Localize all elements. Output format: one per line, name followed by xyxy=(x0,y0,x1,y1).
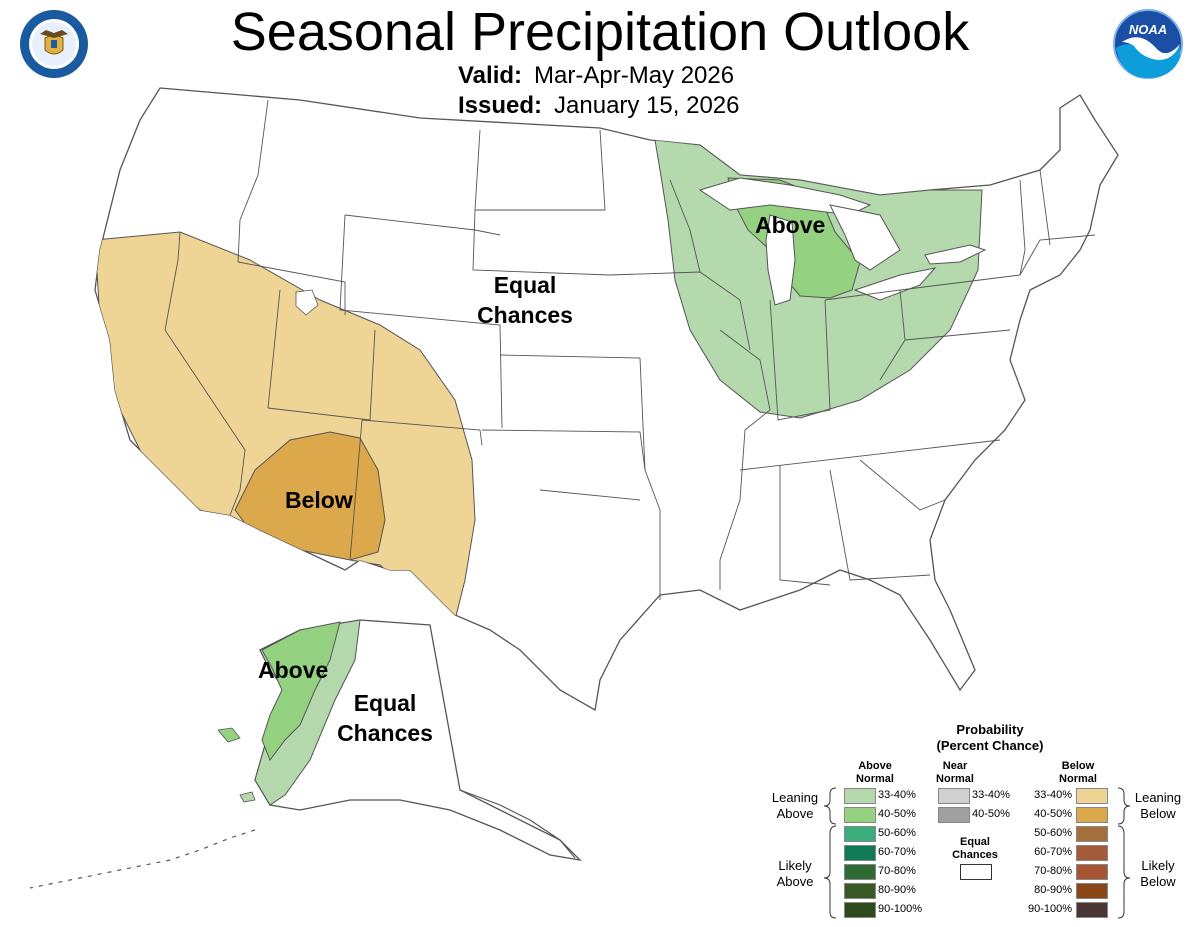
leaning-below-label: Leaning Below xyxy=(1128,790,1188,822)
below-swatch-label: 60-70% xyxy=(1034,846,1072,858)
lake-ontario xyxy=(924,244,987,265)
below-swatch xyxy=(1076,864,1108,880)
label-below-sw: Below xyxy=(285,487,353,513)
above-swatch xyxy=(844,902,876,918)
above-header-2: Normal xyxy=(856,773,894,785)
below-swatch xyxy=(1076,902,1108,918)
alaska-above-strong xyxy=(261,621,341,762)
svg-text:NOAA: NOAA xyxy=(1129,22,1167,37)
below-swatch-label: 80-90% xyxy=(1034,884,1072,896)
leaning-above-2: Above xyxy=(776,806,814,821)
below-normal-header: Below Normal xyxy=(1043,760,1113,786)
below-swatch-label: 50-60% xyxy=(1034,827,1072,839)
likely-above-1: Likely xyxy=(778,858,812,873)
great-salt-lake xyxy=(295,289,319,316)
above-swatch-label: 40-50% xyxy=(878,808,916,820)
above-swatch-label: 80-90% xyxy=(878,884,916,896)
above-swatch xyxy=(844,807,876,823)
above-swatch xyxy=(844,883,876,899)
legend-braces xyxy=(823,787,1131,919)
lake-superior xyxy=(698,177,872,216)
above-swatch-label: 60-70% xyxy=(878,846,916,858)
leaning-below-1: Leaning xyxy=(1134,790,1182,805)
legend-title-line2: (Percent Chance) xyxy=(936,738,1044,753)
state-borders xyxy=(164,99,1096,600)
likely-below-label: Likely Below xyxy=(1128,858,1188,890)
map-title: Seasonal Precipitation Outlook xyxy=(230,2,970,62)
below-swatch xyxy=(1076,788,1108,804)
alaska-island-2 xyxy=(239,791,256,803)
legend-title-line1: Probability xyxy=(956,722,1024,737)
lake-erie xyxy=(853,267,937,301)
alaska-island xyxy=(217,727,241,743)
issued-line: Issued: January 15, 2026 xyxy=(458,92,740,120)
below-swatch-label: 70-80% xyxy=(1034,865,1072,877)
label-equal-chances-conus: Equal Chances xyxy=(477,272,573,328)
likely-below-2: Below xyxy=(1140,874,1176,889)
below-swatch xyxy=(1076,845,1108,861)
below-swatch-label: 90-100% xyxy=(1027,903,1072,915)
likely-above-2: Above xyxy=(776,874,814,889)
equal-chances-swatch xyxy=(960,864,992,880)
issued-value: January 15, 2026 xyxy=(554,92,740,119)
issued-label: Issued: xyxy=(458,92,543,119)
above-swatch-label: 50-60% xyxy=(878,827,916,839)
valid-line: Valid: Mar-Apr-May 2026 xyxy=(458,62,734,90)
above-swatch xyxy=(844,845,876,861)
near-swatch-label: 40-50% xyxy=(972,808,1010,820)
alaska-panhandle xyxy=(459,789,576,859)
near-swatch xyxy=(938,788,970,804)
below-header-1: Below xyxy=(1061,760,1095,772)
above-swatch-label: 90-100% xyxy=(878,903,923,915)
label-above-alaska: Above xyxy=(258,657,329,683)
equal-1: Equal xyxy=(960,836,990,848)
above-header-1: Above xyxy=(858,760,892,772)
valid-value: Mar-Apr-May 2026 xyxy=(534,62,735,89)
above-normal-header: Above Normal xyxy=(840,760,910,786)
below-swatch-label: 40-50% xyxy=(1034,808,1072,820)
near-header-2: Normal xyxy=(936,773,974,785)
aleutian-chain xyxy=(29,829,256,889)
equal-2: Chances xyxy=(952,849,998,861)
lake-huron xyxy=(829,204,901,271)
below-header-2: Normal xyxy=(1059,773,1097,785)
leaning-above-label: Leaning Above xyxy=(768,790,822,822)
probability-legend: Probability (Percent Chance) Above Norma… xyxy=(760,722,1200,927)
leaning-above-1: Leaning xyxy=(771,790,819,805)
above-swatch xyxy=(844,864,876,880)
lake-michigan xyxy=(765,214,796,306)
near-swatch xyxy=(938,807,970,823)
noaa-logo: NOAA xyxy=(1113,9,1183,79)
valid-label: Valid: xyxy=(458,62,523,89)
above-swatch-label: 70-80% xyxy=(878,865,916,877)
label-above-east: Above xyxy=(755,212,826,238)
label-equal-chances-alaska: Equal Chances xyxy=(337,690,433,746)
leaning-below-2: Below xyxy=(1140,806,1176,821)
above-swatch xyxy=(844,826,876,842)
above-swatch-label: 33-40% xyxy=(878,789,916,801)
above-swatch xyxy=(844,788,876,804)
equal-chances-legend-label: Equal Chances xyxy=(945,836,1005,862)
near-header-1: Near xyxy=(942,760,968,772)
below-swatch xyxy=(1076,826,1108,842)
commerce-seal-logo xyxy=(20,10,88,78)
below-swatch xyxy=(1076,807,1108,823)
legend-title: Probability (Percent Chance) xyxy=(930,722,1050,754)
near-swatch-label: 33-40% xyxy=(972,789,1010,801)
near-normal-header: Near Normal xyxy=(920,760,990,786)
likely-below-1: Likely xyxy=(1141,858,1175,873)
below-swatch xyxy=(1076,883,1108,899)
below-swatch-label: 33-40% xyxy=(1034,789,1072,801)
likely-above-label: Likely Above xyxy=(768,858,822,890)
